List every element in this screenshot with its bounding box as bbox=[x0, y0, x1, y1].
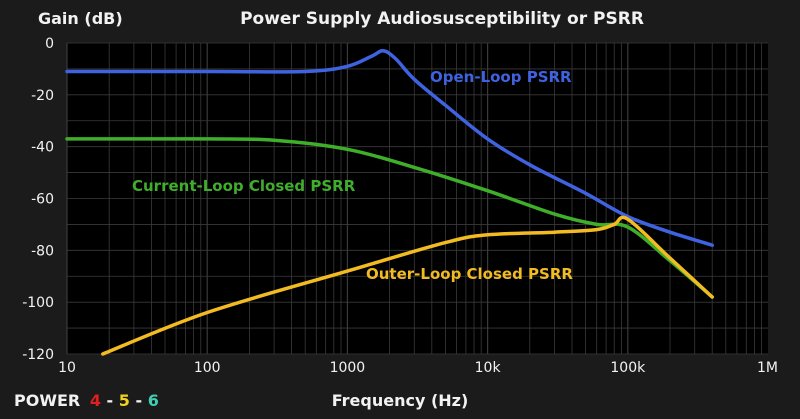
brand-separator-2: - bbox=[135, 391, 142, 410]
y-tick-label: -20 bbox=[31, 88, 54, 104]
x-tick-label: 10k bbox=[475, 360, 502, 376]
series-label-open-loop: Open-Loop PSRR bbox=[430, 68, 572, 86]
series-label-current-loop: Current-Loop Closed PSRR bbox=[132, 177, 356, 195]
x-tick-label: 1M bbox=[757, 360, 778, 376]
y-axis-label: Gain (dB) bbox=[38, 9, 123, 28]
y-tick-label: -100 bbox=[22, 295, 54, 311]
chart-title: Power Supply Audiosusceptibility or PSRR bbox=[240, 9, 644, 29]
brand-number-3: 6 bbox=[148, 391, 159, 410]
brand-word: POWER bbox=[14, 391, 80, 410]
series-label-outer-loop: Outer-Loop Closed PSRR bbox=[366, 265, 573, 283]
y-tick-label: 0 bbox=[45, 36, 54, 52]
x-axis-label: Frequency (Hz) bbox=[332, 391, 469, 410]
series-line-outer-loop bbox=[101, 215, 714, 356]
y-tick-label: -80 bbox=[31, 243, 54, 259]
x-tick-label: 1000 bbox=[330, 360, 366, 376]
y-tick-label: -120 bbox=[22, 347, 54, 363]
grid bbox=[66, 42, 768, 355]
brand-number-1: 4 bbox=[90, 391, 101, 410]
series-line-open-loop bbox=[65, 49, 714, 247]
y-tick-label: -60 bbox=[31, 192, 54, 208]
y-tick-label: -40 bbox=[31, 140, 54, 156]
brand-number-2: 5 bbox=[119, 391, 130, 410]
series-lines bbox=[65, 49, 714, 356]
x-tick-label: 10 bbox=[58, 360, 76, 376]
x-tick-label: 100 bbox=[194, 360, 221, 376]
brand-logo: POWER 4 - 5 - 6 bbox=[14, 391, 159, 410]
brand-separator-1: - bbox=[107, 391, 114, 410]
series-line-current-loop bbox=[65, 137, 714, 299]
x-tick-label: 100k bbox=[610, 360, 646, 376]
